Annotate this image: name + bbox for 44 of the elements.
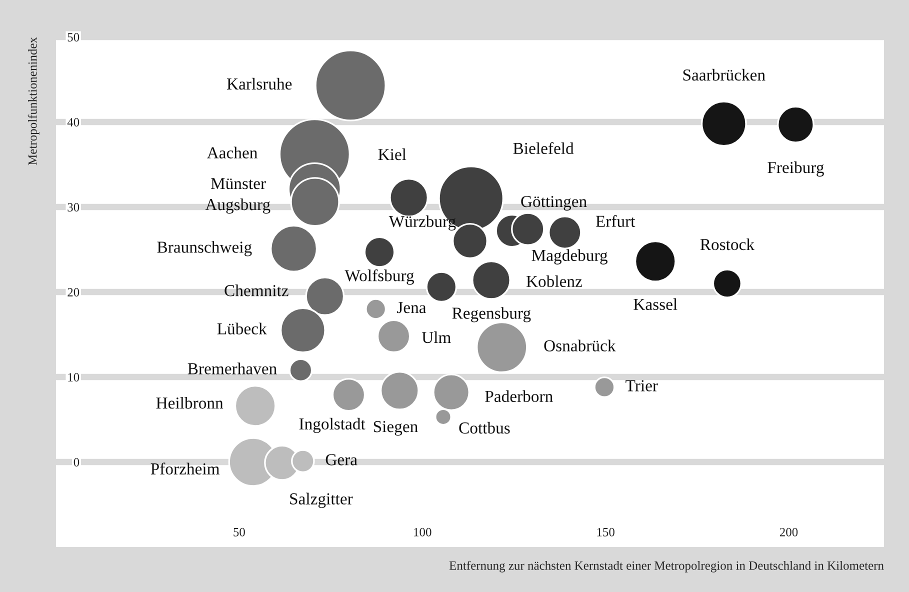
series-label: Magdeburg [532, 249, 608, 264]
x-tick-label: 200 [780, 528, 798, 536]
series-label: Göttingen [521, 196, 587, 211]
series-label: Aachen [206, 146, 258, 158]
series-label: Siegen [374, 421, 418, 436]
y-tick-label: 20 [68, 288, 80, 296]
series-label: Paderborn [485, 390, 553, 402]
series-label: Rostock [700, 238, 755, 250]
series-label: Karlsruhe [226, 78, 292, 90]
series-label: Cottbus [459, 422, 510, 434]
series-label: Heilbronn [156, 396, 224, 409]
series-label: Kassel [634, 298, 678, 310]
series-label: Braunschweig [157, 241, 252, 256]
series-label: Regensburg [452, 307, 531, 322]
series-label: Ulm [422, 331, 451, 344]
x-tick-label: 50 [234, 528, 245, 536]
y-tick-label: 50 [68, 33, 80, 42]
series-label: Chemnitz [224, 284, 288, 296]
y-tick-label: 40 [67, 118, 80, 126]
series-label: Pforzheim [150, 462, 220, 475]
y-axis-title: Metropolfunktionenindex [28, 37, 40, 166]
y-tick-label: 30 [68, 203, 80, 212]
series-label: Kiel [378, 148, 406, 160]
series-label: Wolfsburg [344, 269, 414, 285]
series-label: Freiburg [768, 161, 824, 177]
series-label: Osnabrück [544, 340, 616, 352]
series-label: Augsburg [205, 198, 270, 214]
series-label: Trier [626, 380, 658, 392]
series-label: Erfurt [596, 215, 636, 227]
series-label: Saarbrücken [683, 68, 766, 81]
x-axis-title: Entfernung zur nächsten Kernstadt einer Metropolregion in Deutschland in Kilometern [449, 560, 884, 572]
series-label: Ingolstadt [299, 418, 366, 433]
series-label: Bremerhaven [188, 362, 277, 374]
y-tick-label: 10 [68, 373, 80, 382]
series-label: Salzgitter [290, 492, 353, 508]
y-tick-label: 0 [74, 458, 80, 466]
x-tick-label: 100 [414, 528, 432, 536]
series-label: Lübeck [217, 322, 267, 334]
series-label: Jena [397, 302, 426, 314]
series-label: Bielefeld [513, 142, 574, 154]
series-label: Gera [326, 454, 358, 466]
series-label: Koblenz [526, 275, 582, 288]
x-tick-label: 150 [597, 528, 614, 536]
series-label: Münster [210, 178, 266, 190]
